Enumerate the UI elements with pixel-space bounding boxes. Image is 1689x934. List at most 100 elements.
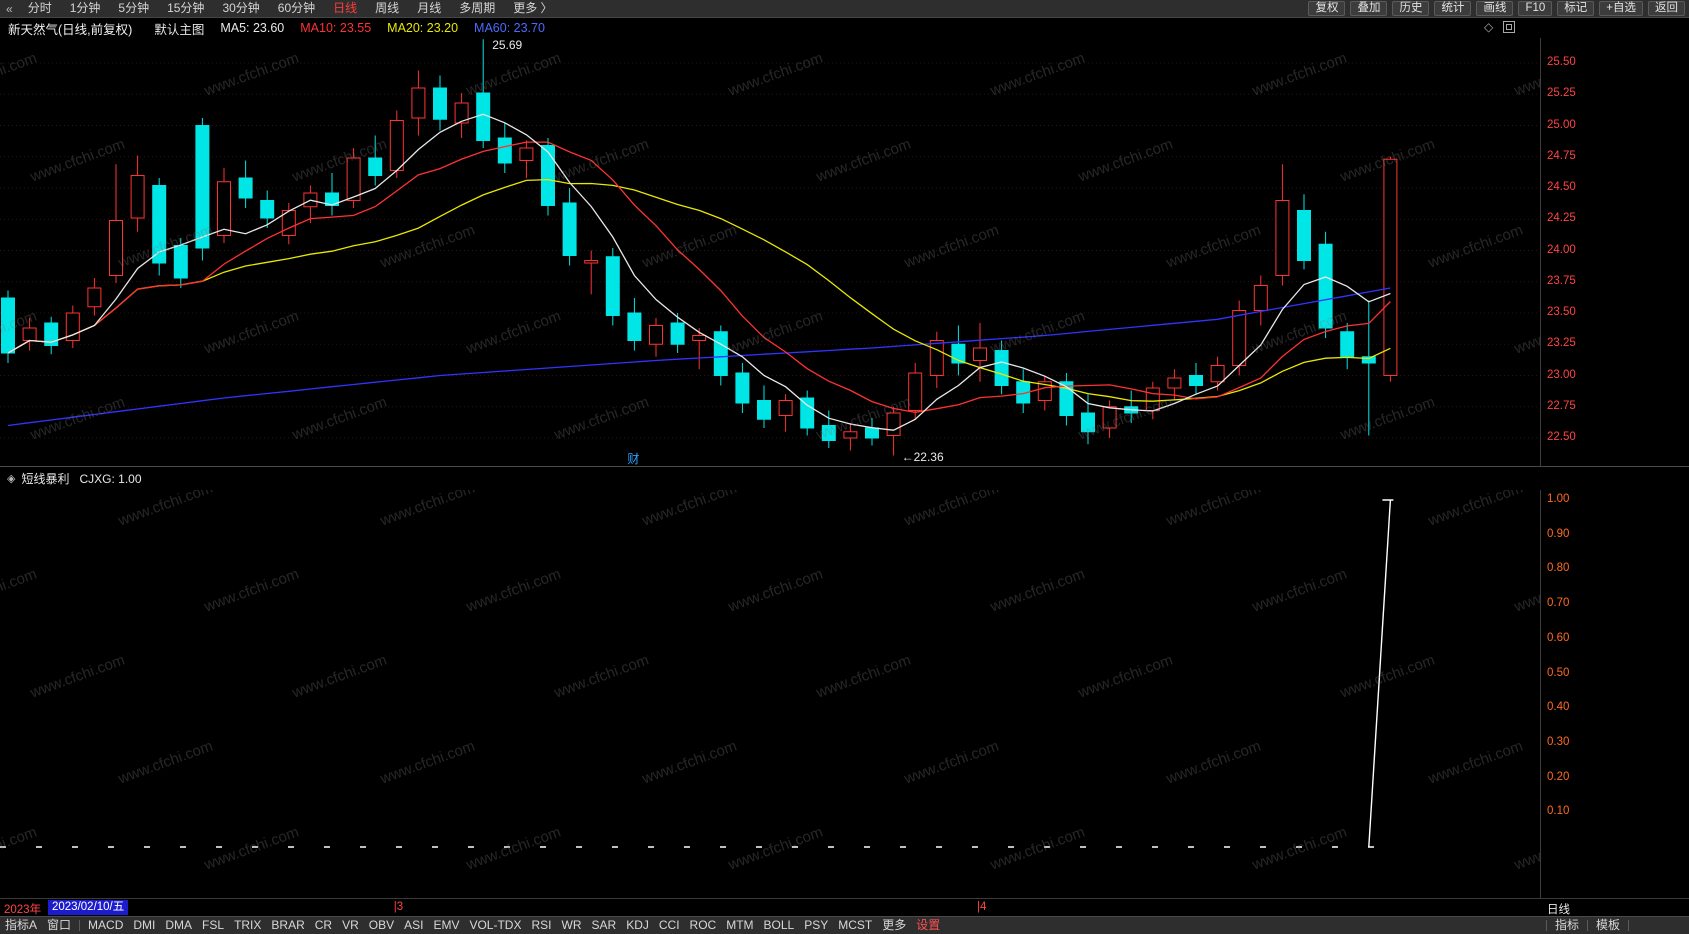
- price-tick-label: 24.25: [1547, 212, 1576, 225]
- toolbar-button-F10[interactable]: F10: [1518, 1, 1553, 16]
- indicator-button-ASI[interactable]: ASI: [404, 918, 424, 932]
- indicator-button-TRIX[interactable]: TRIX: [234, 918, 262, 932]
- ma-value-labels: MA5: 23.60 MA10: 23.55 MA20: 23.20 MA60: 23…: [204, 21, 545, 35]
- period-月线[interactable]: 月线: [417, 1, 442, 15]
- period-30分钟[interactable]: 30分钟: [222, 1, 260, 15]
- indicator-button-RSI[interactable]: RSI: [531, 918, 552, 932]
- toolbar-button-画线[interactable]: 画线: [1476, 1, 1514, 16]
- toolbar-button-叠加[interactable]: 叠加: [1350, 1, 1388, 16]
- candle-down: [1, 297, 15, 354]
- candle-up: [692, 335, 707, 341]
- candle-up: [1232, 310, 1247, 366]
- indicator-button-CCI[interactable]: CCI: [658, 918, 680, 932]
- candle-up: [346, 157, 361, 201]
- period-5分钟[interactable]: 5分钟: [118, 1, 150, 15]
- month-marker-3: |3: [393, 901, 404, 913]
- candlestick-svg: [0, 39, 1540, 456]
- period-多周期[interactable]: 多周期: [459, 1, 496, 15]
- ma-label: MA20: 23.20: [387, 21, 459, 35]
- window-layout-icon[interactable]: [1503, 21, 1516, 33]
- candle-down: [368, 157, 383, 176]
- indicator-button-MTM[interactable]: MTM: [726, 918, 754, 932]
- candle-up: [843, 431, 858, 439]
- infobar-icons: ◇: [1484, 20, 1516, 34]
- price-tick-label: 23.50: [1547, 306, 1576, 318]
- toolbar-item-模板[interactable]: 模板: [1596, 918, 1621, 932]
- period-日线[interactable]: 日线: [333, 1, 358, 15]
- toolbar-item-窗口[interactable]: 窗口: [47, 918, 72, 932]
- indicator-collapse-icon[interactable]: ◈: [7, 473, 16, 485]
- candle-up: [454, 102, 469, 124]
- candle-down: [541, 145, 555, 206]
- toolbar-button-+自选[interactable]: +自选: [1599, 1, 1643, 16]
- indicator-button-更多[interactable]: 更多: [882, 918, 907, 932]
- toolbar-item-指标A[interactable]: 指标A: [5, 918, 38, 932]
- candle-down: [1297, 210, 1311, 261]
- toolbar-button-返回[interactable]: 返回: [1648, 1, 1685, 16]
- indicator-tick-label: 0.50: [1547, 666, 1570, 679]
- candle-down: [713, 331, 728, 376]
- indicator-button-BRAR[interactable]: BRAR: [271, 918, 305, 932]
- event-marker[interactable]: 财: [627, 452, 640, 466]
- candle-down: [152, 185, 167, 264]
- period-分时[interactable]: 分时: [27, 1, 52, 15]
- indicator-button-VOL-TDX[interactable]: VOL-TDX: [469, 918, 522, 932]
- indicator-button-EMV[interactable]: EMV: [433, 918, 460, 932]
- period-周线[interactable]: 周线: [375, 1, 400, 15]
- candle-up: [389, 120, 404, 171]
- year-label: 2023年: [4, 904, 42, 916]
- candle-up: [886, 412, 901, 436]
- indicator-button-MACD[interactable]: MACD: [88, 918, 124, 932]
- indicator-svg: [0, 499, 1394, 848]
- indicator-button-ROC[interactable]: ROC: [689, 918, 717, 932]
- candle-up: [1167, 377, 1182, 389]
- chart-info-bar: 新天然气(日线,前复权) 默认主图 MA5: 23.60 MA10: 23.55 M…: [0, 18, 1689, 38]
- diamond-icon[interactable]: ◇: [1484, 20, 1494, 34]
- indicator-toolbar-left: 指标A 窗口 MACD DMI DMA FSL TRIX BRAR CR VR OBV ASI EMV V…: [0, 917, 945, 934]
- ma60-line: [7, 287, 1391, 427]
- indicator-button-OBV[interactable]: OBV: [368, 918, 395, 932]
- toolbar-button-统计[interactable]: 统计: [1434, 1, 1472, 16]
- settings-button[interactable]: 设置: [916, 918, 941, 932]
- stock-title: 新天然气(日线,前复权): [8, 22, 133, 37]
- indicator-button-CR[interactable]: CR: [314, 918, 333, 932]
- indicator-button-WR[interactable]: WR: [561, 918, 582, 932]
- ma-label: MA60: 23.70: [474, 21, 545, 35]
- indicator-header[interactable]: ◈ 短线暴利 CJXG: 1.00: [0, 466, 1689, 490]
- candle-down: [627, 312, 642, 341]
- sub-indicator-panel[interactable]: 1.00 0.90 0.80 0.70 0.60 0.50 0.40 0.30 0.20 0.10: [0, 490, 1689, 898]
- selected-date-chip[interactable]: 2023/02/10/五: [48, 900, 129, 915]
- indicator-toolbar-right: 指标 模板: [1543, 917, 1632, 934]
- indicator-button-MCST[interactable]: MCST: [838, 918, 873, 932]
- candle-down: [260, 200, 275, 219]
- collapse-panel-icon[interactable]: «: [6, 1, 13, 16]
- indicator-button-DMI[interactable]: DMI: [133, 918, 156, 932]
- main-chart-type-label[interactable]: 默认主图: [154, 22, 205, 37]
- candle-up: [1102, 406, 1117, 429]
- toolbar-button-标记[interactable]: 标记: [1557, 1, 1595, 16]
- toolbar-item-指标[interactable]: 指标: [1555, 918, 1580, 932]
- indicator-name: 短线暴利: [21, 472, 70, 486]
- price-tick-label: 23.00: [1547, 368, 1576, 381]
- indicator-button-VR[interactable]: VR: [342, 918, 359, 932]
- candle-up: [1210, 365, 1225, 383]
- indicator-spike-line: [1368, 499, 1392, 848]
- candle-down: [800, 397, 815, 429]
- indicator-button-BOLL[interactable]: BOLL: [763, 918, 795, 932]
- period-1分钟[interactable]: 1分钟: [69, 1, 101, 15]
- candle-down: [44, 322, 59, 346]
- indicator-button-KDJ[interactable]: KDJ: [626, 918, 649, 932]
- indicator-button-DMA[interactable]: DMA: [165, 918, 193, 932]
- indicator-button-SAR[interactable]: SAR: [591, 918, 617, 932]
- main-candlestick-chart[interactable]: 25.50 25.25 25.00 24.75 24.50 24.25 24.00 23.75…: [0, 38, 1689, 466]
- candle-up: [908, 372, 923, 411]
- indicator-button-PSY[interactable]: PSY: [804, 918, 829, 932]
- period-60分钟[interactable]: 60分钟: [277, 1, 316, 15]
- toolbar-button-历史[interactable]: 历史: [1392, 1, 1430, 16]
- period-15分钟[interactable]: 15分钟: [167, 1, 205, 15]
- candle-up: [411, 87, 426, 119]
- toolbar-button-复权[interactable]: 复权: [1308, 1, 1346, 16]
- indicator-button-FSL[interactable]: FSL: [202, 918, 225, 932]
- period-更多 〉[interactable]: 更多 〉: [513, 1, 553, 15]
- indicator-tick-label: 0.60: [1547, 631, 1570, 644]
